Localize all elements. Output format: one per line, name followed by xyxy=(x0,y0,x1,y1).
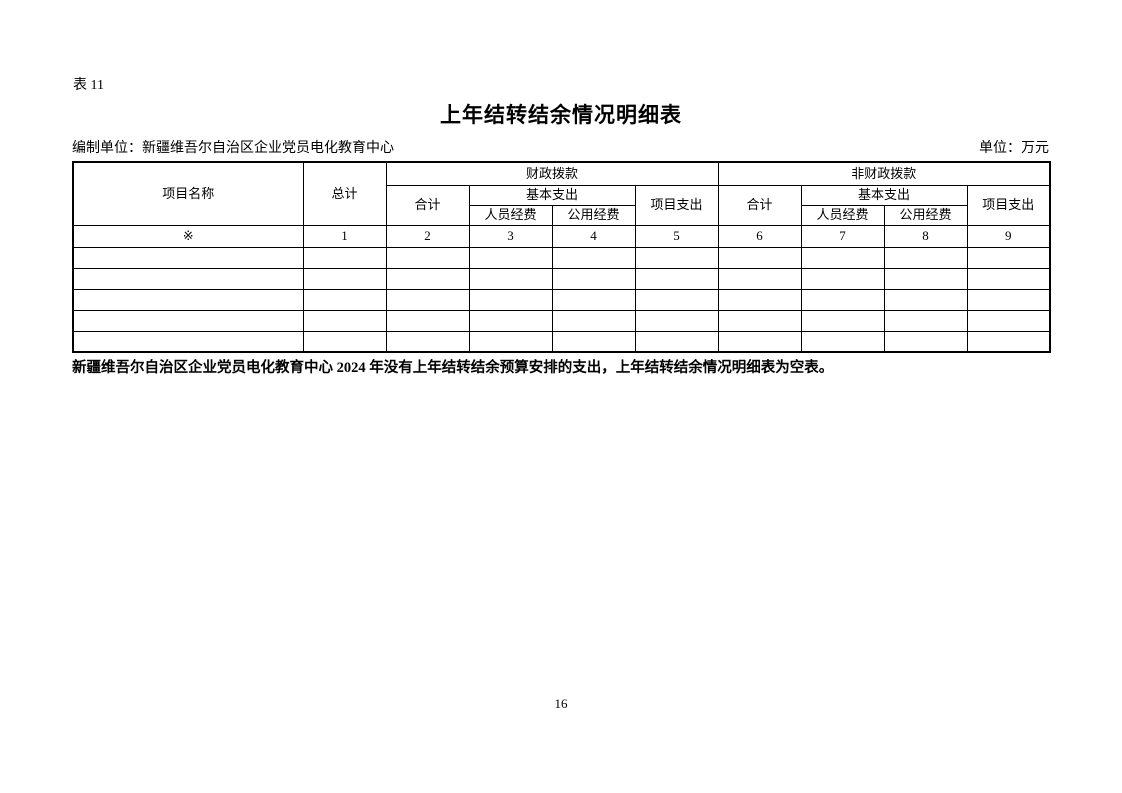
column-index-cell: 5 xyxy=(634,224,719,248)
empty-cell xyxy=(634,288,719,311)
col-header-fiscal-subtotal: 合计 xyxy=(385,184,470,226)
table-body: ※ 1 2 3 4 5 6 7 8 9 xyxy=(72,224,1051,353)
empty-cell xyxy=(966,288,1051,311)
empty-cell xyxy=(551,330,636,353)
empty-cell xyxy=(966,267,1051,290)
empty-cell xyxy=(551,309,636,332)
col-header-non-fiscal-public-funds: 公用经费 xyxy=(883,204,968,226)
prepared-by-label: 编制单位：新疆维吾尔自治区企业党员电化教育中心 xyxy=(72,141,394,156)
col-group-non-fiscal-appropriation: 非财政拨款 xyxy=(717,161,1051,186)
empty-cell xyxy=(883,267,968,290)
column-index-cell: ※ xyxy=(72,224,304,248)
table-row xyxy=(72,330,1051,353)
empty-cell xyxy=(717,246,802,269)
empty-cell xyxy=(72,288,304,311)
col-header-fiscal-personnel-funds: 人员经费 xyxy=(468,204,553,226)
empty-cell xyxy=(72,309,304,332)
empty-cell xyxy=(800,246,885,269)
empty-cell xyxy=(385,330,470,353)
col-header-project-name: 项目名称 xyxy=(72,161,304,226)
empty-cell xyxy=(302,288,387,311)
empty-cell xyxy=(634,267,719,290)
empty-cell xyxy=(717,267,802,290)
table-row xyxy=(72,246,1051,269)
col-group-non-fiscal-basic-expenditure: 基本支出 xyxy=(800,184,968,206)
empty-cell xyxy=(634,246,719,269)
empty-cell xyxy=(966,309,1051,332)
table-header: 项目名称 总计 财政拨款 非财政拨款 合计 基本支出 项目支出 合计 基本支出 … xyxy=(72,161,1051,226)
empty-cell xyxy=(551,288,636,311)
empty-cell xyxy=(634,330,719,353)
empty-cell xyxy=(883,330,968,353)
header-row-2: 合计 基本支出 项目支出 合计 基本支出 项目支出 xyxy=(73,184,1051,226)
col-group-fiscal-appropriation: 财政拨款 xyxy=(385,161,719,186)
column-index-cell: 3 xyxy=(468,224,553,248)
column-index-row: ※ 1 2 3 4 5 6 7 8 9 xyxy=(72,224,1051,248)
table-row xyxy=(72,267,1051,290)
col-group-fiscal-basic-expenditure: 基本支出 xyxy=(468,184,636,206)
col-header-non-fiscal-project-expenditure: 项目支出 xyxy=(966,184,1051,226)
empty-cell xyxy=(385,309,470,332)
col-header-fiscal-public-funds: 公用经费 xyxy=(551,204,636,226)
empty-cell xyxy=(302,267,387,290)
column-index-cell: 6 xyxy=(717,224,802,248)
column-index-cell: 9 xyxy=(966,224,1051,248)
empty-cell xyxy=(72,330,304,353)
col-header-non-fiscal-subtotal: 合计 xyxy=(717,184,802,226)
empty-cell xyxy=(302,330,387,353)
header-row-1: 项目名称 总计 财政拨款 非财政拨款 xyxy=(72,161,1051,226)
empty-cell xyxy=(468,288,553,311)
page-number: 16 xyxy=(554,696,568,711)
empty-cell xyxy=(385,288,470,311)
empty-cell xyxy=(302,309,387,332)
carryover-balance-table: 项目名称 总计 财政拨款 非财政拨款 合计 基本支出 项目支出 合计 基本支出 … xyxy=(72,161,1052,353)
col-header-fiscal-project-expenditure: 项目支出 xyxy=(634,184,719,226)
empty-cell xyxy=(551,246,636,269)
empty-cell xyxy=(551,267,636,290)
table-number-label: 表 11 xyxy=(73,78,104,93)
empty-cell xyxy=(72,267,304,290)
table-row xyxy=(72,288,1051,311)
empty-cell xyxy=(883,246,968,269)
empty-cell xyxy=(966,246,1051,269)
empty-cell xyxy=(883,309,968,332)
empty-cell xyxy=(634,309,719,332)
unit-label: 单位：万元 xyxy=(979,141,1049,156)
page-title: 上年结转结余情况明细表 xyxy=(440,103,682,127)
empty-cell xyxy=(468,246,553,269)
column-index-cell: 8 xyxy=(883,224,968,248)
empty-cell xyxy=(72,246,304,269)
col-header-grand-total: 总计 xyxy=(302,161,387,226)
empty-cell xyxy=(800,288,885,311)
column-index-cell: 1 xyxy=(302,224,387,248)
table-meta-row: 编制单位：新疆维吾尔自治区企业党员电化教育中心 单位：万元 xyxy=(72,137,1049,157)
column-index-cell: 7 xyxy=(800,224,885,248)
col-header-non-fiscal-personnel-funds: 人员经费 xyxy=(800,204,885,226)
empty-cell xyxy=(966,330,1051,353)
empty-cell xyxy=(717,288,802,311)
empty-cell xyxy=(468,267,553,290)
empty-cell xyxy=(717,309,802,332)
empty-cell xyxy=(800,309,885,332)
empty-cell xyxy=(468,309,553,332)
empty-cell xyxy=(883,288,968,311)
empty-cell xyxy=(302,246,387,269)
column-index-cell: 4 xyxy=(551,224,636,248)
empty-table-footnote: 新疆维吾尔自治区企业党员电化教育中心 2024 年没有上年结转结余预算安排的支出… xyxy=(72,360,834,376)
empty-cell xyxy=(800,267,885,290)
empty-cell xyxy=(800,330,885,353)
empty-cell xyxy=(468,330,553,353)
column-index-cell: 2 xyxy=(385,224,470,248)
empty-cell xyxy=(717,330,802,353)
table-row xyxy=(72,309,1051,332)
empty-cell xyxy=(385,267,470,290)
empty-cell xyxy=(385,246,470,269)
